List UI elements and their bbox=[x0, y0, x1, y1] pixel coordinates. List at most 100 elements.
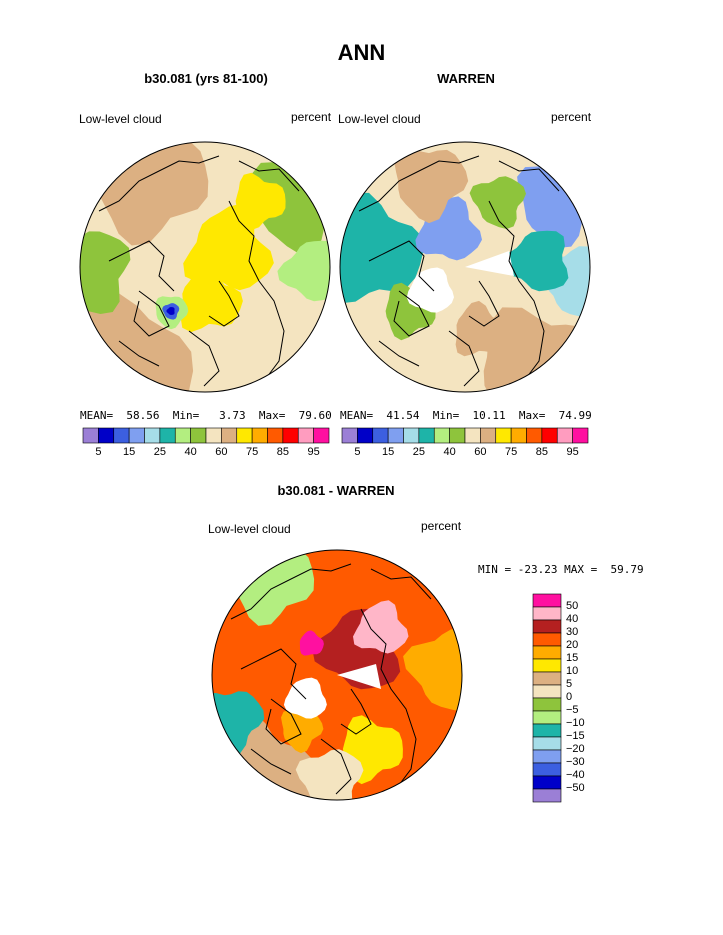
panel1-colorbar-tick: 60 bbox=[215, 446, 228, 458]
panel2-colorbar-box bbox=[572, 427, 589, 444]
panel2-colorbar-tick: 75 bbox=[504, 446, 518, 458]
panel3-colorbar-tick: 50 bbox=[566, 600, 579, 612]
panel2-missing-data bbox=[465, 251, 514, 276]
panel3-coastlines bbox=[230, 563, 432, 795]
panel2-colorbar bbox=[341, 427, 589, 444]
panel3-colorbar-tick: 30 bbox=[566, 626, 579, 638]
panel2-colorbar-tick: 85 bbox=[535, 446, 549, 458]
panel1-colorbar-box bbox=[128, 427, 145, 444]
panel3-colorbar-tick: 0 bbox=[566, 691, 573, 703]
panel2-min: 10.11 bbox=[472, 409, 506, 422]
panel1-colorbar-tick: 85 bbox=[276, 446, 290, 458]
panel3-missing-data bbox=[337, 664, 381, 689]
panel2-colorbar-tick: 5 bbox=[354, 446, 361, 458]
panel1-coastlines bbox=[98, 155, 300, 387]
panel1-max-label: Max= bbox=[258, 409, 286, 422]
panel2-colorbar-box bbox=[403, 427, 420, 444]
panel3-colorbar-box bbox=[532, 632, 562, 647]
figure-title: ANN bbox=[337, 40, 386, 65]
panel3-colorbar-box bbox=[532, 788, 562, 803]
panel2-colorbar-box bbox=[418, 427, 435, 444]
panel2-field-region bbox=[502, 230, 569, 292]
panel2-colorbar-box bbox=[556, 427, 573, 444]
panel1-colorbar-box bbox=[221, 427, 238, 444]
panel3-colorbar-box bbox=[532, 619, 562, 634]
panel1-colorbar-box bbox=[174, 427, 191, 444]
panel1-colorbar-box bbox=[297, 427, 314, 444]
panel3-colorbar-box bbox=[532, 749, 562, 764]
panel3-colorbar-tick: 5 bbox=[566, 678, 573, 690]
panel2-colorbar-box bbox=[541, 427, 558, 444]
panel2-colorbar-tick: 60 bbox=[474, 446, 487, 458]
panel1-polar-map bbox=[79, 141, 331, 393]
panel2-colorbar-box bbox=[449, 427, 466, 444]
panel2-missing-data bbox=[406, 267, 454, 313]
panel1-colorbar-box bbox=[98, 427, 115, 444]
panel2-field-region bbox=[455, 300, 507, 357]
panel2-mean: 41.54 bbox=[386, 409, 420, 422]
panel1-colorbar-tick: 95 bbox=[307, 446, 320, 458]
panel1-colorbar-box bbox=[282, 427, 299, 444]
panel1-right-label: percent bbox=[291, 110, 332, 124]
panel3-colorbar-box bbox=[532, 658, 562, 673]
panel3-title: b30.081 - WARREN bbox=[277, 483, 395, 498]
panel2-title: WARREN bbox=[437, 71, 495, 86]
panel2-colorbar-box bbox=[433, 427, 450, 444]
panel2-colorbar-tick: 40 bbox=[443, 446, 456, 458]
panel3-stats: MIN = -23.23 MAX = 59.79 bbox=[478, 563, 644, 576]
panel1-colorbar-box bbox=[313, 427, 330, 444]
panel2-colorbar-box bbox=[387, 427, 404, 444]
panel2-field-region bbox=[469, 176, 526, 229]
panel3-min: -23.23 bbox=[517, 563, 558, 576]
panel1-colorbar-box bbox=[144, 427, 161, 444]
panel1-field-region bbox=[235, 172, 286, 231]
panel2-mean-label: MEAN= bbox=[340, 409, 374, 422]
panel1-colorbar-tick: 25 bbox=[153, 446, 167, 458]
panel3-colorbar-box bbox=[532, 710, 562, 725]
panel3-min-label: MIN = bbox=[478, 563, 512, 576]
panel1-mean-label: MEAN= bbox=[80, 409, 114, 422]
panel1-colorbar-tick: 15 bbox=[122, 446, 136, 458]
panel1-colorbar-tick: 75 bbox=[245, 446, 259, 458]
panel3-colorbar-box bbox=[532, 723, 562, 738]
panel1-colorbar-box bbox=[251, 427, 268, 444]
panel3-field-region bbox=[281, 710, 324, 754]
panel3-colorbar-tick: 15 bbox=[566, 652, 579, 664]
panel1-field-region bbox=[180, 263, 243, 333]
panel2-colorbar-box bbox=[357, 427, 374, 444]
panel2-map-border bbox=[339, 141, 591, 393]
panel3-polar-map bbox=[211, 549, 463, 801]
panel3-colorbar-tick: −20 bbox=[566, 743, 585, 755]
panel2-colorbar-tick: 95 bbox=[566, 446, 579, 458]
panel3-colorbar-tick: −30 bbox=[566, 756, 585, 768]
panel1-colorbar-tick: 40 bbox=[184, 446, 197, 458]
panel2-stats: MEAN= 41.54 Min= 10.11 Max= 74.99 bbox=[340, 409, 592, 422]
panel3-colorbar-box bbox=[532, 736, 562, 751]
panel1-colorbar-box bbox=[236, 427, 253, 444]
panel2-polar-map bbox=[339, 141, 591, 393]
panel3-colorbar-box bbox=[532, 593, 562, 608]
panel2-field-region bbox=[394, 147, 469, 224]
panel3-colorbar bbox=[532, 593, 562, 803]
panel2-colorbar-box bbox=[341, 427, 358, 444]
panel1-min-label: Min= bbox=[172, 409, 200, 422]
panel2-colorbar-tick: 25 bbox=[412, 446, 426, 458]
panel2-max-label: Max= bbox=[518, 409, 546, 422]
panel2-colorbar-ticks: 5 15 25 40 60 75 85 95 bbox=[342, 446, 588, 460]
panel2-colorbar-box bbox=[464, 427, 481, 444]
panel2-colorbar-box bbox=[526, 427, 543, 444]
panel2-colorbar-tick: 15 bbox=[381, 446, 395, 458]
panel3-colorbar-tick: −5 bbox=[566, 704, 579, 716]
panel1-max: 79.60 bbox=[298, 409, 332, 422]
panel3-colorbar-box bbox=[532, 671, 562, 686]
panel3-colorbar-box bbox=[532, 697, 562, 712]
panel1-colorbar bbox=[82, 427, 330, 444]
panel3-max-label: MAX = bbox=[564, 563, 598, 576]
panel3-colorbar-tick: −10 bbox=[566, 717, 585, 729]
panel1-colorbar-box bbox=[159, 427, 176, 444]
panel3-colorbar-box bbox=[532, 645, 562, 660]
panel1-min: 3.73 bbox=[219, 409, 246, 422]
panel3-colorbar-box bbox=[532, 684, 562, 699]
panel1-colorbar-box bbox=[113, 427, 130, 444]
panel1-title: b30.081 (yrs 81-100) bbox=[144, 71, 268, 86]
